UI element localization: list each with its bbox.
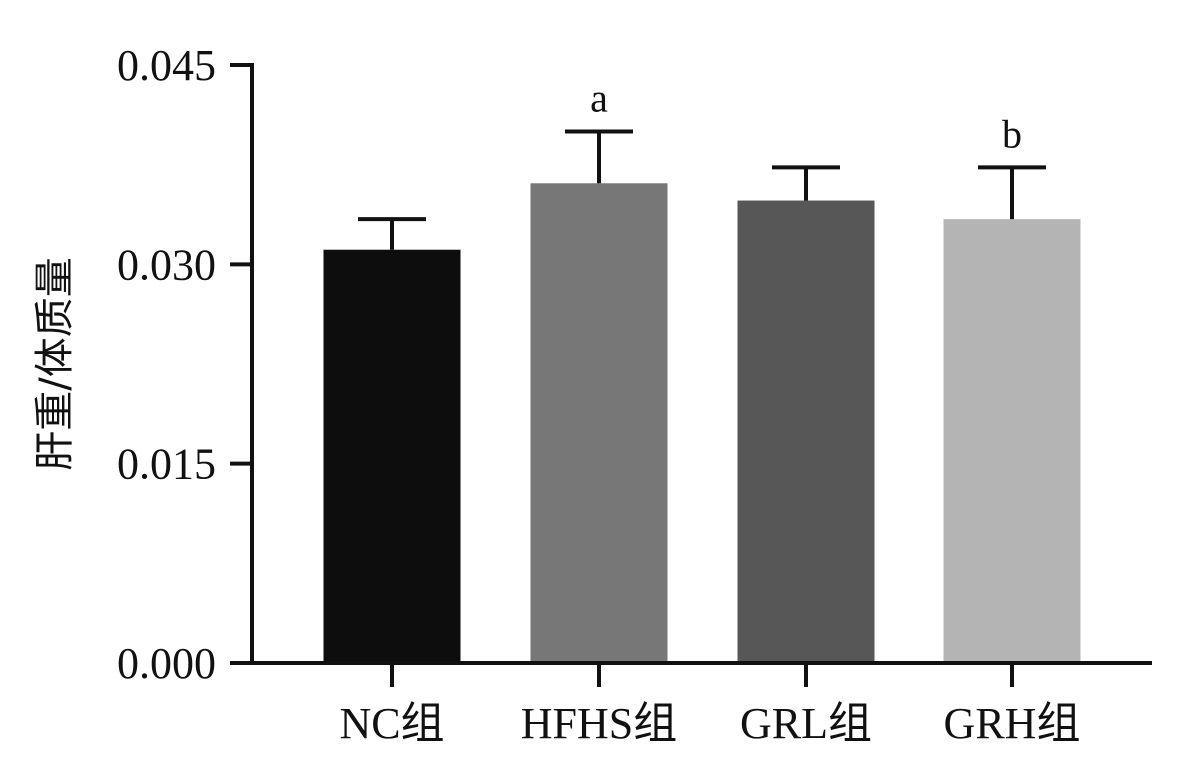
bar-3	[737, 200, 875, 663]
y-ticks-layer: 0.000 0.015 0.030 0.045	[117, 41, 252, 688]
significance-label: a	[590, 75, 608, 120]
significance-label: b	[1002, 111, 1022, 156]
category-labels-layer: NC组 HFHS组 GRL组 GRH组	[339, 699, 1080, 748]
significance-labels-layer: ab	[590, 75, 1022, 156]
category-label: GRL组	[740, 699, 872, 748]
bars-layer	[323, 183, 1081, 663]
y-tick-label: 0.045	[117, 41, 216, 90]
x-ticks-layer	[390, 663, 1014, 687]
bar-2	[530, 183, 668, 663]
y-tick-label: 0.015	[117, 440, 216, 489]
category-label: HFHS组	[521, 699, 678, 748]
bar-4	[943, 219, 1081, 663]
y-axis-title: 肝重/体质量	[32, 257, 78, 470]
category-label: GRH组	[944, 699, 1081, 748]
category-label: NC组	[339, 699, 444, 748]
error-bars-layer	[358, 129, 1046, 250]
y-tick-label: 0.000	[117, 639, 216, 688]
y-tick-label: 0.030	[117, 240, 216, 289]
bar-1	[323, 249, 461, 663]
